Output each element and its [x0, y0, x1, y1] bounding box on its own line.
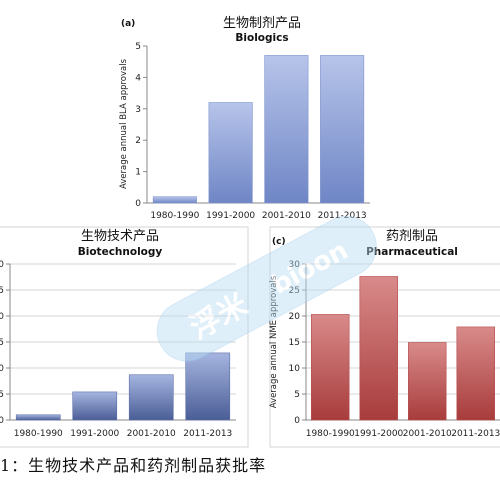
bar-2011-2013 — [185, 352, 231, 421]
y-tick-label: 15 — [289, 338, 300, 348]
figure-caption: 1：生物技术产品和药剂制品获批率 — [0, 456, 267, 475]
y-tick-label: 25 — [289, 286, 300, 296]
x-tick-label: 2011-2013 — [318, 211, 367, 221]
chart-title-cn: 生物制剂产品 — [223, 16, 301, 31]
y-tick-label: 0 — [135, 199, 141, 209]
y-tick-label: 10 — [0, 364, 4, 374]
y-tick-label: 5 — [294, 390, 300, 400]
y-tick-label: 5 — [0, 390, 4, 400]
bar-1980-1990 — [15, 414, 61, 421]
chart-title-cn: 药剂制品 — [386, 229, 438, 244]
y-tick-label: 30 — [289, 260, 301, 270]
chart-biotechnology: 0 5 10 15 20 25 30 1980-1990 1991-2000 2001-2010 2… — [0, 226, 249, 448]
y-tick-label: 4 — [135, 73, 141, 83]
y-tick-label: 25 — [0, 286, 4, 296]
bar-1991-2000 — [359, 276, 398, 421]
x-tick-label: 2001-2010 — [127, 429, 176, 439]
y-tick-label: 10 — [289, 364, 301, 374]
y-axis-label: Average annual BLA approvals — [119, 58, 129, 189]
bar-1991-2000 — [208, 102, 253, 204]
chart-title: Biologics — [235, 32, 288, 44]
panel-label: (c) — [272, 237, 286, 247]
chart-title-cn: 生物技术产品 — [81, 229, 159, 244]
y-axis-label: Average annual NME approvals — [269, 275, 279, 408]
x-tick-label: 1991-2000 — [206, 211, 255, 221]
y-tick-label: 30 — [0, 260, 4, 270]
bar-2001-2010 — [408, 342, 447, 421]
x-tick-label: 2001-2010 — [403, 429, 452, 439]
panel-frame — [269, 226, 500, 448]
y-tick-label: 2 — [135, 136, 141, 146]
watermark-badge — [156, 216, 377, 362]
bar-1980-1990 — [311, 314, 350, 421]
bar-1980-1990 — [152, 196, 197, 204]
x-tick-label: 1991-2000 — [354, 429, 403, 439]
x-tick-label: 1980-1990 — [150, 211, 199, 221]
y-tick-label: 20 — [0, 312, 4, 322]
y-tick-label: 20 — [289, 312, 301, 322]
bar-2001-2010 — [264, 55, 309, 204]
bar-2011-2013 — [456, 326, 495, 421]
chart-biologics: 0 1 2 3 4 5 1980-1990 1991-2000 2001-2010 2011-20… — [119, 16, 370, 221]
bar-2011-2013 — [320, 55, 365, 204]
y-tick-label: 0 — [294, 416, 300, 426]
y-tick-label: 1 — [135, 168, 141, 178]
bar-1991-2000 — [72, 391, 118, 421]
x-tick-label: 1980-1990 — [14, 429, 63, 439]
x-tick-label: 2011-2013 — [183, 429, 232, 439]
y-tick-label: 15 — [0, 338, 4, 348]
bar-2001-2010 — [128, 374, 174, 421]
chart-title: Pharmaceutical — [366, 246, 458, 258]
x-tick-label: 2001-2010 — [262, 211, 311, 221]
y-tick-label: 3 — [135, 105, 141, 115]
x-tick-label: 1980-1990 — [306, 429, 355, 439]
y-tick-label: 5 — [135, 42, 141, 52]
chart-pharmaceutical: 0 5 10 15 20 25 30 1980-19901991-20002001-20102… — [269, 226, 500, 448]
panel-frame — [0, 226, 249, 448]
x-tick-label: 2011-2013 — [451, 429, 500, 439]
y-tick-label: 0 — [0, 416, 4, 426]
chart-title: Biotechnology — [78, 246, 163, 258]
x-tick-label: 1991-2000 — [70, 429, 119, 439]
panel-label: (a) — [121, 19, 135, 29]
